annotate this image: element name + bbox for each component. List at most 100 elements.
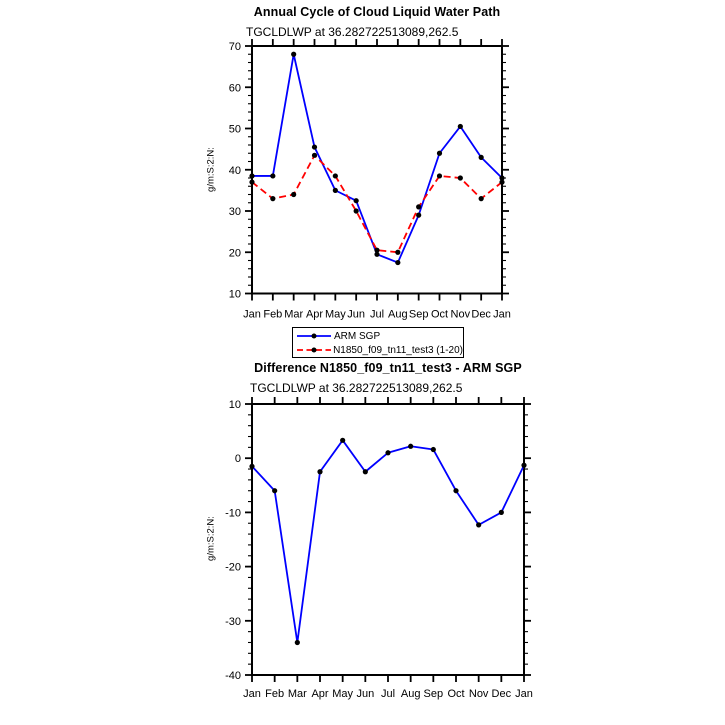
data-point-marker (291, 51, 297, 57)
series-line (251, 439, 525, 644)
data-point-marker (311, 152, 318, 158)
legend: ARM SGP N1850_f09_tn11_test3 (1-20) (292, 327, 464, 358)
data-point-marker (294, 639, 300, 646)
legend-entry-arm-sgp: ARM SGP (296, 329, 463, 343)
x-tick-label: Mar (288, 688, 307, 700)
x-tick-label: Jan (493, 309, 511, 321)
x-tick-label: Jun (356, 688, 374, 700)
data-point-marker (499, 179, 505, 185)
series-line (252, 53, 503, 264)
y-tick-label: 30 (229, 206, 241, 218)
x-tick-label: Aug (388, 309, 408, 321)
data-point-marker (436, 150, 443, 156)
x-tick-label: Feb (263, 309, 282, 321)
data-point-marker (498, 509, 504, 515)
y-tick-label: 40 (229, 165, 241, 177)
y-tick-label: 50 (229, 124, 241, 136)
data-point-marker (395, 259, 401, 266)
y-tick-label: 10 (229, 399, 241, 411)
data-point-marker (332, 173, 338, 179)
x-tick-label: Dec (471, 309, 491, 321)
y-tick-label: -20 (225, 562, 241, 574)
panel-top: Jan Feb Mar Apr May Jun Jul Aug Sep Oct Nov Dec Jan1… (229, 39, 511, 321)
data-point-marker (353, 198, 359, 204)
x-tick-label: Jan (243, 688, 261, 700)
bottom-y-axis-label: g/m:S:2:N: (205, 516, 217, 561)
data-point-marker (340, 437, 346, 443)
plot-border (251, 403, 525, 676)
y-tick-label: -10 (225, 507, 241, 519)
x-tick-label: Apr (306, 309, 323, 321)
data-point-marker (457, 123, 463, 130)
data-point-marker (408, 443, 414, 449)
x-tick-label: May (332, 688, 353, 700)
x-tick-label: Jul (370, 309, 384, 321)
y-tick-label: 10 (229, 289, 241, 301)
x-tick-label: Mar (284, 309, 303, 321)
series-line (251, 154, 503, 254)
data-point-marker (436, 173, 443, 179)
data-point-marker (362, 469, 368, 475)
panel-bottom: Jan Feb Mar Apr May Jun Jul Aug Sep Oct Nov Dec Jan-… (225, 397, 533, 700)
y-tick-label: 20 (229, 247, 241, 259)
data-point-marker (291, 191, 297, 198)
data-point-marker (416, 212, 422, 218)
y-tick-label: -30 (225, 616, 241, 628)
x-tick-label: Nov (469, 688, 489, 700)
top-y-axis-label: g/m:S:2:N: (205, 147, 217, 192)
data-point-marker (395, 249, 401, 255)
data-point-marker (385, 450, 391, 456)
x-tick-label: Aug (401, 688, 421, 700)
top-chart-title: Annual Cycle of Cloud Liquid Water Path (253, 5, 501, 19)
x-tick-label: Jun (347, 309, 365, 321)
data-point-marker (353, 208, 359, 214)
data-point-marker (249, 463, 255, 469)
data-point-marker (374, 251, 380, 257)
y-tick-label: 70 (229, 41, 241, 53)
data-point-marker (249, 179, 255, 185)
data-point-marker (332, 187, 338, 193)
x-tick-label: Jan (515, 688, 533, 700)
x-tick-label: Oct (447, 688, 464, 700)
data-point-marker (270, 173, 276, 179)
data-point-marker (476, 522, 482, 528)
y-tick-label: -40 (225, 670, 241, 682)
legend-line-sample-dashed (297, 347, 331, 353)
data-point-marker (311, 144, 318, 150)
bottom-chart-title: Difference N1850_f09_tn11_test3 - ARM SG… (254, 361, 522, 375)
data-point-marker (499, 175, 505, 181)
x-tick-label: Nov (451, 309, 471, 321)
data-point-marker (374, 247, 380, 253)
y-tick-label: 60 (229, 82, 241, 94)
data-point-marker (430, 446, 436, 453)
y-tick-label: 0 (235, 453, 241, 465)
data-point-marker (272, 488, 278, 494)
x-tick-label: Sep (424, 688, 444, 700)
top-chart-subtitle: TGCLDLWP at 36.282722513089,262.5 (246, 25, 459, 39)
data-point-marker (270, 196, 276, 202)
legend-line-sample-solid (297, 333, 331, 339)
data-point-marker (478, 196, 484, 202)
legend-marker-dot (311, 333, 317, 339)
x-tick-label: Oct (431, 309, 448, 321)
data-point-marker (453, 488, 459, 494)
x-tick-label: Sep (409, 309, 429, 321)
legend-label-n1850: N1850_f09_tn11_test3 (1-20) (333, 344, 463, 356)
data-point-marker (478, 154, 484, 160)
data-point-marker (317, 469, 323, 475)
legend-marker-dot (311, 347, 317, 353)
data-point-marker (416, 204, 422, 210)
data-point-marker (457, 175, 463, 181)
bottom-chart-subtitle: TGCLDLWP at 36.282722513089,262.5 (250, 381, 463, 395)
x-tick-label: Jul (381, 688, 395, 700)
x-tick-label: Dec (492, 688, 512, 700)
x-tick-label: Apr (311, 688, 328, 700)
x-tick-label: May (325, 309, 346, 321)
x-tick-label: Feb (265, 688, 284, 700)
legend-entry-n1850: N1850_f09_tn11_test3 (1-20) (296, 343, 463, 357)
x-tick-label: Jan (243, 309, 261, 321)
data-point-marker (521, 462, 527, 468)
data-point-marker (249, 173, 255, 179)
